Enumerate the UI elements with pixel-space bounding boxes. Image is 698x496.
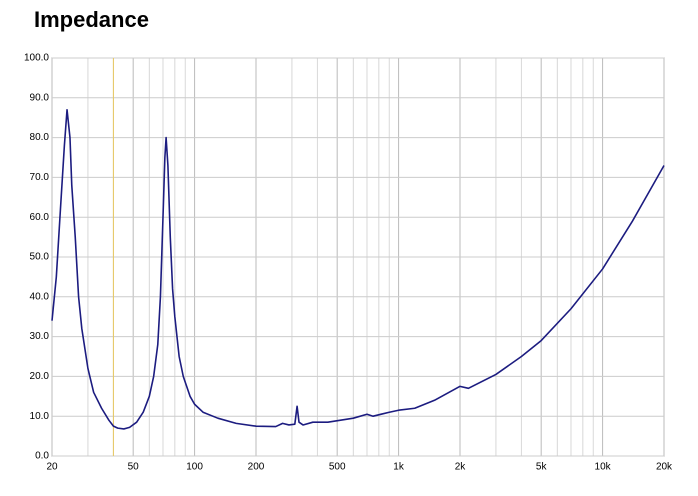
x-tick-label: 2k xyxy=(455,462,467,473)
x-tick-label: 5k xyxy=(536,462,548,473)
y-tick-label: 90.0 xyxy=(30,92,50,103)
impedance-line xyxy=(51,108,665,430)
y-tick-label: 80.0 xyxy=(30,132,50,143)
y-tick-label: 100.0 xyxy=(24,53,49,64)
x-tick-label: 500 xyxy=(329,462,346,473)
x-tick-label: 100 xyxy=(186,462,203,473)
y-tick-label: 20.0 xyxy=(30,371,50,382)
chart-title: Impedance xyxy=(34,7,149,32)
y-tick-label: 30.0 xyxy=(30,331,50,342)
x-tick-label: 200 xyxy=(248,462,265,473)
y-tick-label: 0.0 xyxy=(35,451,49,462)
y-tick-label: 40.0 xyxy=(30,291,50,302)
x-tick-label: 1k xyxy=(393,462,405,473)
x-tick-label: 20 xyxy=(46,462,58,473)
y-tick-label: 50.0 xyxy=(30,252,50,263)
x-tick-label: 20k xyxy=(656,462,673,473)
y-tick-label: 10.0 xyxy=(30,411,50,422)
y-tick-label: 70.0 xyxy=(30,172,50,183)
x-tick-label: 50 xyxy=(128,462,140,473)
x-tick-label: 10k xyxy=(595,462,612,473)
y-tick-label: 60.0 xyxy=(30,212,50,223)
